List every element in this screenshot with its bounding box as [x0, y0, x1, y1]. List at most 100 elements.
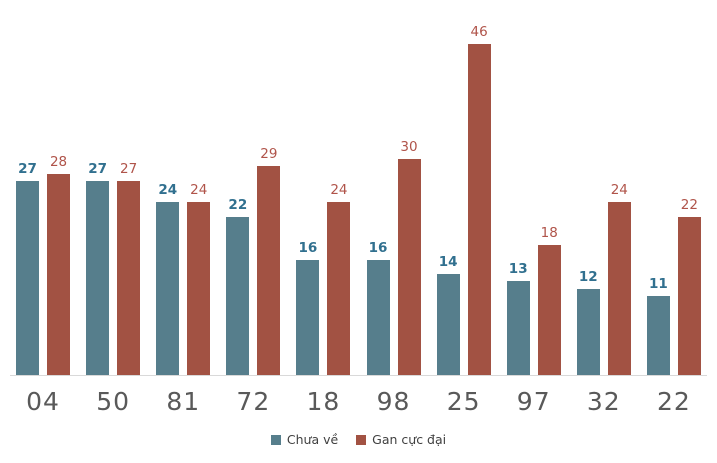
- bar-chua-ve: [646, 296, 670, 375]
- bar-column: 28: [47, 153, 71, 375]
- bar-value-label: 24: [158, 181, 178, 198]
- bar-gan-cuc-dai: [467, 44, 491, 375]
- bar-group: 22 29: [226, 145, 281, 375]
- x-axis-tick-label: 81: [166, 386, 201, 416]
- bar-gan-cuc-dai: [187, 202, 211, 375]
- bar-value-label: 30: [400, 138, 418, 155]
- bar-group: 11 22: [646, 196, 701, 375]
- bar-pair: 16 30: [366, 138, 421, 375]
- legend-label-chua-ve: Chưa về: [286, 432, 339, 447]
- bar-column: 18: [537, 224, 561, 375]
- bar-pair: 24 24: [156, 181, 211, 375]
- bar-pair: 22 29: [226, 145, 281, 375]
- bar-value-label: 27: [18, 160, 37, 177]
- bar-gan-cuc-dai: [47, 174, 71, 375]
- bar-group: 24 24: [156, 181, 211, 375]
- bar-value-label: 24: [190, 181, 208, 198]
- bar-gan-cuc-dai: [677, 217, 701, 375]
- bar-column: 22: [677, 196, 701, 375]
- bar-value-label: 22: [228, 196, 248, 213]
- legend-item-gan-cuc-dai: Gan cực đại: [356, 432, 446, 447]
- bar-chua-ve: [156, 202, 180, 375]
- bar-group: 14 46: [436, 23, 491, 375]
- bar-chua-ve: [16, 181, 40, 375]
- bar-value-label: 11: [648, 275, 668, 292]
- bar-pair: 27 27: [86, 160, 141, 375]
- bar-column: 24: [156, 181, 180, 375]
- bar-value-label: 12: [578, 268, 598, 285]
- bar-value-label: 27: [88, 160, 108, 177]
- bar-gan-cuc-dai: [537, 245, 561, 375]
- legend-item-chua-ve: Chưa về: [270, 432, 339, 447]
- bar-group: 27 28: [16, 153, 71, 375]
- bar-value-label: 14: [438, 253, 458, 270]
- bar-chua-ve: [436, 274, 460, 375]
- plot-area: 27 28 27 27 24 24 22 29 16 24 16 30 14 46 13 18 12 24 11 22: [8, 0, 709, 375]
- bar-chua-ve: [506, 281, 530, 375]
- bar-column: 16: [296, 239, 320, 375]
- x-axis-tick-label: 98: [376, 386, 411, 416]
- bar-chua-ve: [576, 289, 600, 375]
- x-axis-tick-label: 32: [586, 386, 621, 416]
- bar-gan-cuc-dai: [397, 159, 421, 375]
- bar-value-label: 22: [680, 196, 698, 213]
- bar-column: 24: [327, 181, 351, 375]
- bar-value-label: 18: [540, 224, 558, 241]
- bar-value-label: 28: [49, 153, 68, 170]
- bar-gan-cuc-dai: [257, 166, 281, 375]
- bar-value-label: 24: [330, 181, 348, 198]
- bar-gan-cuc-dai: [117, 181, 141, 375]
- x-axis-tick-label: 25: [446, 386, 481, 416]
- bar-column: 13: [506, 260, 530, 375]
- bar-pair: 27 28: [16, 153, 71, 375]
- bar-chua-ve: [86, 181, 110, 375]
- legend: Chưa về Gan cực đại: [0, 432, 717, 447]
- x-axis-tick-label: 50: [96, 386, 131, 416]
- bar-chua-ve: [226, 217, 250, 375]
- bar-value-label: 16: [298, 239, 318, 256]
- bar-group: 16 30: [366, 138, 421, 375]
- bar-value-label: 13: [508, 260, 528, 277]
- bar-value-label: 46: [470, 23, 488, 40]
- bar-chua-ve: [366, 260, 390, 375]
- bar-gan-cuc-dai: [327, 202, 351, 375]
- bar-column: 16: [366, 239, 390, 375]
- bar-column: 27: [86, 160, 110, 375]
- x-axis-tick-label: 97: [516, 386, 551, 416]
- bar-column: 46: [467, 23, 491, 375]
- bar-column: 29: [257, 145, 281, 375]
- bar-column: 12: [576, 268, 600, 375]
- bar-value-label: 29: [260, 145, 278, 162]
- bar-gan-cuc-dai: [607, 202, 631, 375]
- x-axis-tick-label: 18: [306, 386, 341, 416]
- x-axis-tick-label: 22: [656, 386, 691, 416]
- bar-group: 12 24: [576, 181, 631, 375]
- bar-group: 27 27: [86, 160, 141, 375]
- bar-pair: 14 46: [436, 23, 491, 375]
- x-axis-line: [10, 375, 707, 376]
- legend-label-gan-cuc-dai: Gan cực đại: [372, 432, 447, 447]
- x-axis-tick-label: 72: [236, 386, 271, 416]
- legend-swatch-chua-ve: [270, 434, 281, 445]
- bar-column: 24: [607, 181, 631, 375]
- bar-pair: 12 24: [576, 181, 631, 375]
- bar-value-label: 27: [120, 160, 138, 177]
- bar-pair: 13 18: [506, 224, 561, 375]
- bar-pair: 11 22: [646, 196, 701, 375]
- bar-value-label: 24: [610, 181, 628, 198]
- bar-column: 24: [187, 181, 211, 375]
- bar-pair: 16 24: [296, 181, 351, 375]
- bar-group: 16 24: [296, 181, 351, 375]
- bar-column: 30: [397, 138, 421, 375]
- x-axis-tick-label: 04: [26, 386, 60, 416]
- bar-column: 14: [436, 253, 460, 375]
- bar-chua-ve: [296, 260, 320, 375]
- bar-column: 27: [117, 160, 141, 375]
- x-axis-labels: 04 50 81 72 18 98 25 97 32 22: [8, 383, 709, 419]
- bar-value-label: 16: [368, 239, 388, 256]
- bar-column: 22: [226, 196, 250, 375]
- bar-group: 13 18: [506, 224, 561, 375]
- bar-column: 11: [646, 275, 670, 375]
- bar-column: 27: [16, 160, 40, 375]
